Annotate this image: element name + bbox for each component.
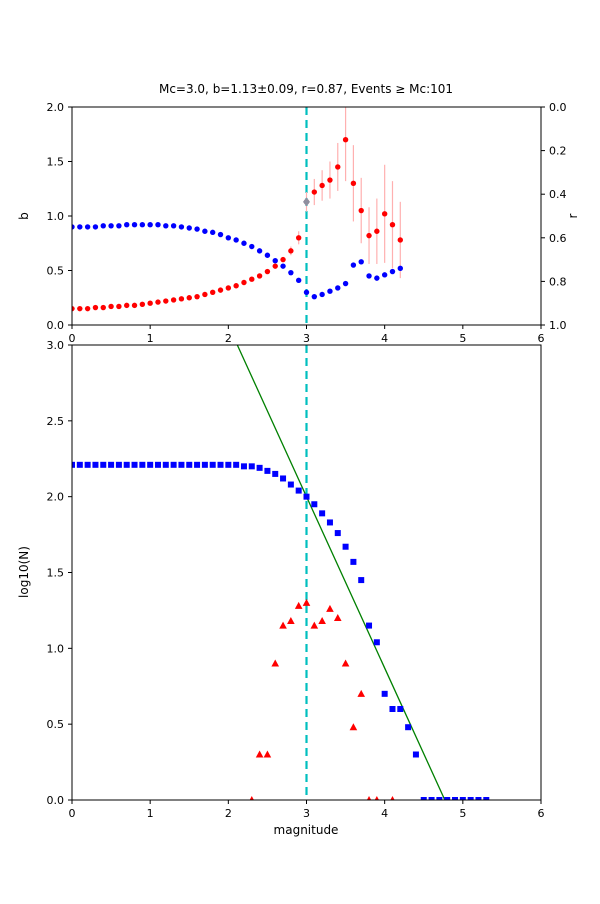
tick-label: 1.0 — [47, 642, 65, 655]
tick-label: 2 — [225, 807, 232, 820]
cumulative-counts-blue-squares — [72, 461, 490, 800]
noncumulative-counts-red-triangles — [249, 598, 395, 800]
tick-label: 0.0 — [47, 319, 65, 332]
tick-label: 0.0 — [47, 794, 65, 807]
tick-label: 0.8 — [549, 275, 567, 288]
r-value-blue-dots — [72, 222, 403, 300]
plot-area — [72, 345, 490, 800]
top-y-axis-label-r: r — [566, 213, 580, 218]
tick-label: 6 — [538, 807, 545, 820]
tick-label: 6 — [538, 332, 545, 345]
tick-label: 2 — [225, 332, 232, 345]
tick-label: 0.6 — [549, 232, 567, 245]
tick-label: 0.2 — [549, 145, 567, 158]
axis-ticks: 0 1 2 3 4 5 6 0.0 0.5 1.0 1.5 2.0 2.5 3.0 — [47, 339, 545, 820]
tick-label: 0 — [69, 332, 76, 345]
tick-label: 0.5 — [47, 718, 65, 731]
tick-label: 1 — [147, 807, 154, 820]
top-y-axis-label-b: b — [17, 212, 31, 220]
tick-label: 0 — [69, 807, 76, 820]
axes-frame — [71, 106, 542, 326]
tick-label: 5 — [459, 807, 466, 820]
mc-b-marker — [303, 197, 310, 207]
tick-label: 1 — [147, 332, 154, 345]
tick-label: 3 — [303, 807, 310, 820]
b-value-red-dots — [72, 107, 403, 312]
tick-label: 1.5 — [47, 567, 65, 580]
tick-label: 4 — [381, 807, 388, 820]
x-axis-label: magnitude — [274, 823, 339, 837]
tick-label: 1.0 — [47, 210, 65, 223]
tick-label: 4 — [381, 332, 388, 345]
gr-fit-line — [236, 345, 446, 800]
tick-label: 0.0 — [549, 101, 567, 114]
tick-label: 2.0 — [47, 491, 65, 504]
tick-label: 3 — [303, 332, 310, 345]
tick-label: 0.5 — [47, 265, 65, 278]
tick-label: 3.0 — [47, 339, 65, 352]
tick-label: 1.5 — [47, 156, 65, 169]
axes-frame — [71, 344, 542, 801]
tick-label: 1.0 — [549, 319, 567, 332]
tick-label: 2.0 — [47, 101, 65, 114]
chart-title: Mc=3.0, b=1.13±0.09, r=0.87, Events ≥ Mc… — [159, 82, 453, 96]
bottom-plot-log10N-vs-magnitude: 0 1 2 3 4 5 6 0.0 0.5 1.0 1.5 2.0 2.5 3.0 — [47, 339, 545, 820]
top-plot-b-r-vs-magnitude: 0 1 2 3 4 5 6 0.0 0.5 1.0 1.5 2.0 0.0 0.2 0.4 0.6 0.8 1.0 — [47, 101, 567, 345]
tick-label: 0.4 — [549, 188, 567, 201]
bottom-y-axis-label: log10(N) — [17, 546, 31, 598]
tick-label: 5 — [459, 332, 466, 345]
axis-ticks: 0 1 2 3 4 5 6 0.0 0.5 1.0 1.5 2.0 0.0 0.2 0.4 0.6 0.8 1.0 — [47, 101, 567, 345]
tick-label: 2.5 — [47, 415, 65, 428]
plot-area — [72, 107, 403, 325]
